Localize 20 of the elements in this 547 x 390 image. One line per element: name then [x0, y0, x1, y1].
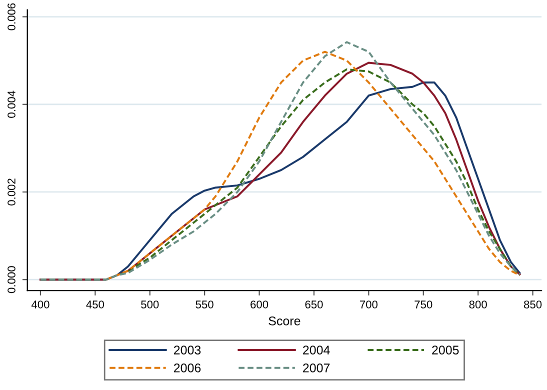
x-axis-title: Score [268, 316, 300, 326]
x-tick-label: 700 [360, 300, 378, 308]
x-tick-label: 850 [524, 300, 542, 308]
x-tick-label: 600 [250, 300, 268, 308]
y-tick-label: 0.002 [8, 178, 16, 206]
x-tick-label: 500 [141, 300, 159, 308]
legend-label: 2003 [174, 346, 201, 354]
legend-label: 2007 [303, 364, 330, 372]
x-tick-label: 400 [31, 300, 50, 308]
x-tick-label: 650 [305, 300, 323, 308]
y-tick-label: 0.004 [8, 90, 16, 118]
x-tick-label: 800 [469, 300, 487, 308]
legend-label: 2005 [432, 346, 459, 354]
x-tick-label: 450 [86, 300, 104, 308]
y-tick-label: 0.000 [8, 266, 16, 294]
x-tick-label: 750 [414, 300, 432, 308]
legend-label: 2006 [174, 364, 201, 372]
legend-label: 2004 [303, 346, 330, 354]
y-tick-label: 0.006 [8, 3, 16, 30]
x-tick-label: 550 [196, 300, 214, 308]
